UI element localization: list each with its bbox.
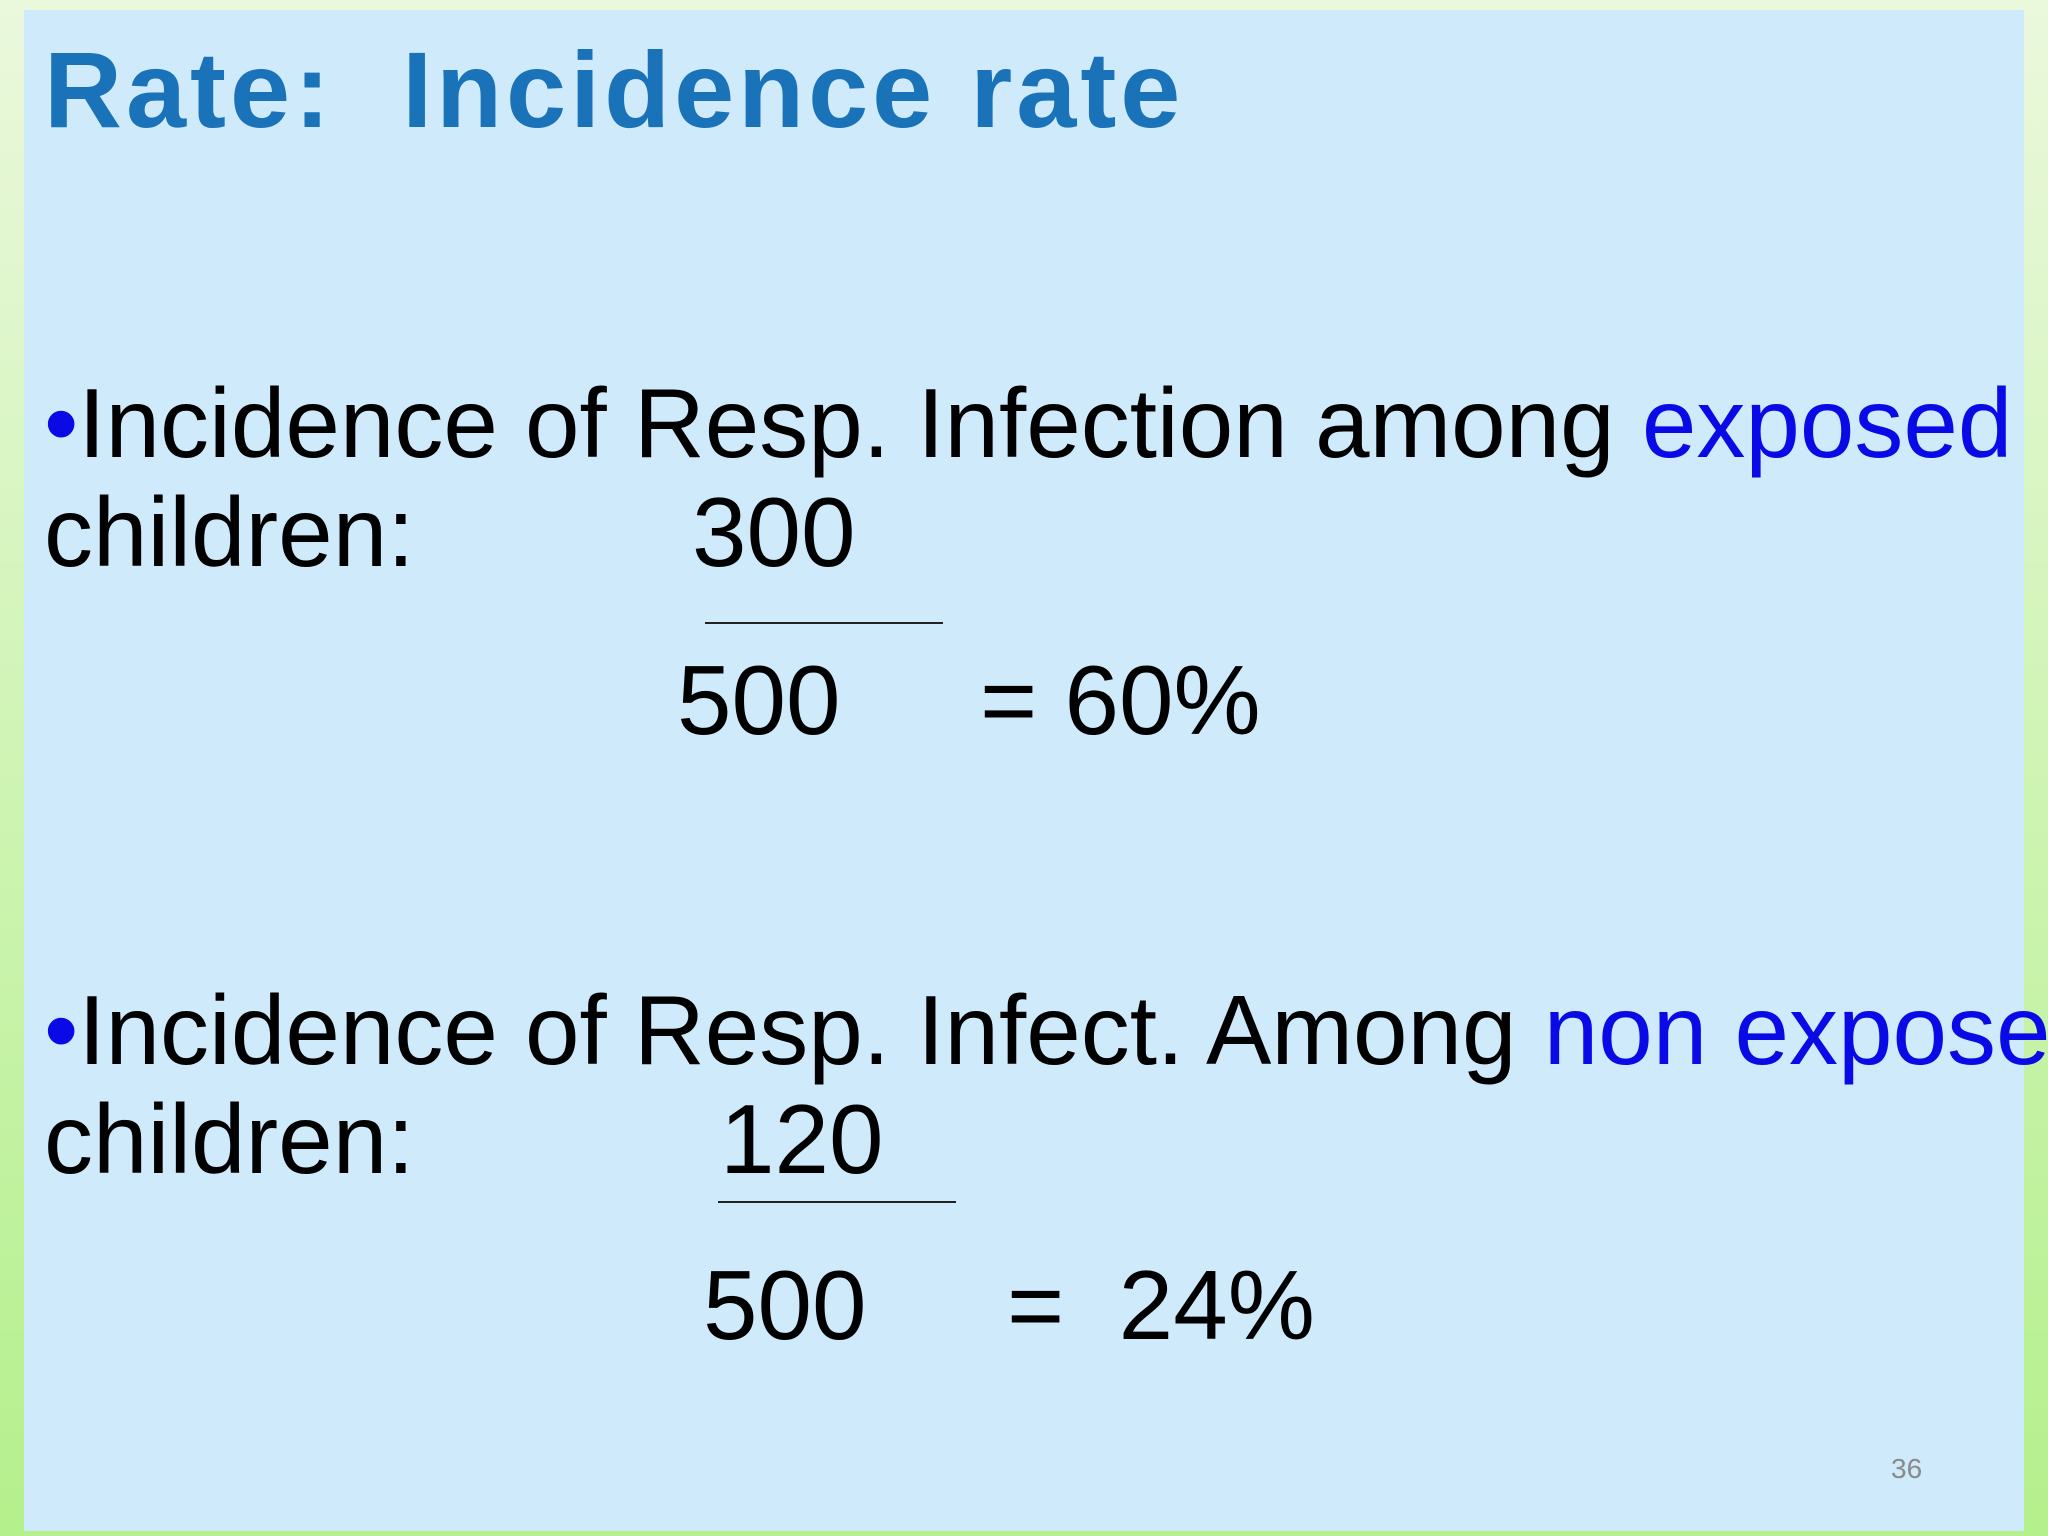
highlight: exposed bbox=[1642, 368, 2013, 478]
bullet: • bbox=[44, 368, 78, 478]
denominator: 500 bbox=[677, 645, 841, 755]
bullet-line: •Incidence of Resp. Infection among expo… bbox=[44, 368, 2012, 478]
denominator: 500 bbox=[703, 1250, 867, 1360]
bullet: • bbox=[44, 975, 78, 1085]
continuation: children: bbox=[44, 1084, 414, 1194]
highlight: non exposed bbox=[1544, 975, 2048, 1085]
slide-title: Rate: Incidence rate bbox=[44, 29, 1184, 150]
page-number: 36 bbox=[1891, 1453, 1922, 1484]
bullet-text: Incidence of Resp. Infection among bbox=[78, 368, 1642, 478]
bullet-line: •Incidence of Resp. Infect. Among non ex… bbox=[44, 975, 2048, 1085]
numerator: 300 bbox=[692, 477, 856, 587]
bullet-text: Incidence of Resp. Infect. Among bbox=[78, 975, 1543, 1085]
result: = 24% bbox=[1007, 1250, 1315, 1360]
result: = 60% bbox=[980, 645, 1261, 755]
numerator: 120 bbox=[720, 1084, 884, 1194]
continuation: children: bbox=[44, 477, 414, 587]
slide-panel bbox=[24, 10, 2024, 1531]
